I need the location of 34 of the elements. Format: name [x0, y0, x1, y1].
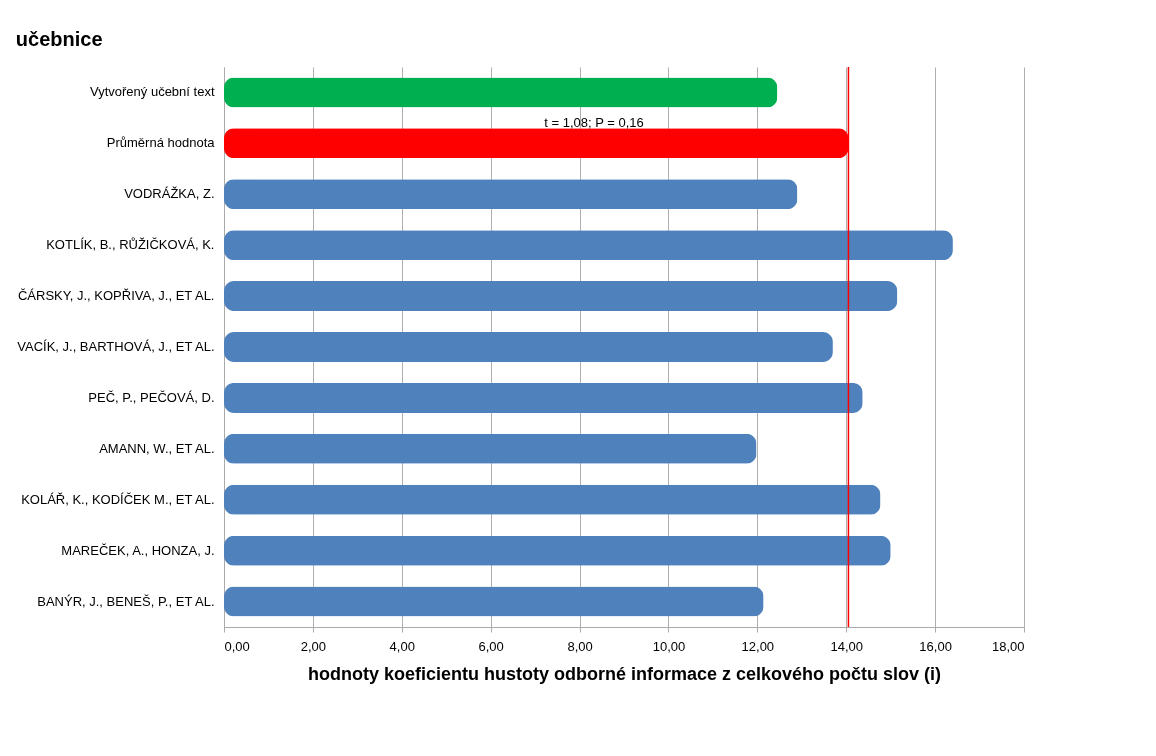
x-tick-label: 6,00	[478, 638, 504, 654]
x-axis-title: hodnoty koeficientu hustoty odborné informace z celkového počtu slov (i)	[307, 663, 942, 684]
bar	[224, 382, 863, 413]
y-tick-label: KOTLÍK, B., RŮŽIČKOVÁ, K.	[46, 237, 215, 253]
text: učebnice	[15, 28, 103, 51]
x-tick-label: 16,00	[919, 638, 952, 654]
y-tick-label: VACÍK, J., BARTHOVÁ, J., ET AL.	[17, 339, 215, 354]
bar	[224, 586, 764, 617]
bar	[224, 281, 898, 312]
x-tick-label: 4,00	[389, 638, 415, 654]
y-tick-label: KOLÁŘ, K., KODÍČEK M., ET AL.	[21, 491, 215, 507]
bar	[224, 433, 757, 464]
x-tick-label: 18,00	[991, 638, 1025, 654]
y-tick-label: VODRÁŽKA, Z.	[124, 186, 215, 202]
y-tick-label: ČÁRSKY, J., KOPŘIVA, J., ET AL.	[17, 288, 215, 304]
x-tick-label: 2,00	[300, 638, 327, 654]
bar	[224, 484, 881, 515]
x-tick-label: 14,00	[830, 638, 863, 654]
y-tick-label: BANÝR, J., BENEŠ, P., ET AL.	[37, 593, 215, 609]
x-tick-label: 12,00	[741, 638, 775, 654]
bar	[224, 332, 833, 362]
bar	[224, 77, 778, 108]
bar	[224, 179, 798, 210]
y-tick-label: PEČ, P., PEČOVÁ, D.	[88, 389, 215, 405]
annotation: t = 1,08; P = 0,16	[544, 115, 644, 130]
y-tick-label: AMANN, W., ET AL.	[99, 440, 215, 456]
bar	[224, 230, 953, 261]
x-tick-label: 10,00	[652, 638, 686, 654]
y-tick-label: MAREČEK, A., HONZA, J.	[61, 542, 215, 558]
y-tick-label: Průměrná hodnota	[106, 135, 216, 151]
bar	[224, 535, 891, 566]
x-tick-label: 8,00	[567, 638, 593, 654]
y-tick-label: Vytvořený učební text	[89, 84, 215, 100]
x-tick-label: 0,00	[224, 638, 250, 654]
